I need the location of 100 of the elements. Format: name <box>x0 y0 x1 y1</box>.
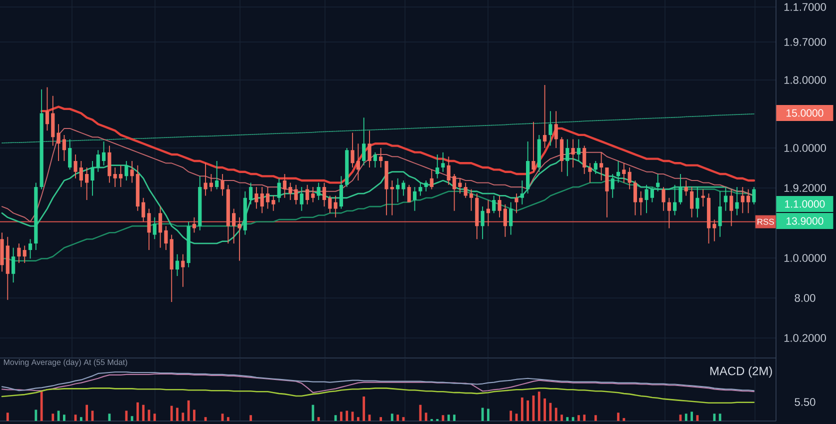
text: 8.00 <box>794 294 816 302</box>
candlestick <box>520 180 524 204</box>
bar <box>402 417 405 421</box>
candlestick <box>384 160 388 216</box>
candlestick <box>12 248 16 282</box>
candlestick <box>181 254 185 287</box>
candlestick <box>186 222 190 268</box>
candlestick <box>345 148 349 188</box>
bar <box>362 396 366 421</box>
chart-subtitle: Moving Average (day) At (55 Mdat) <box>4 359 128 367</box>
candlestick <box>684 180 688 196</box>
candlestick <box>418 182 422 196</box>
bar <box>453 414 456 421</box>
candlestick <box>356 144 360 181</box>
candlestick <box>678 174 682 204</box>
candlestick <box>152 217 156 240</box>
text: 1.0.2000 <box>784 334 826 342</box>
candlestick <box>532 122 536 172</box>
text: 1.8.0000 <box>784 76 826 84</box>
bar <box>510 410 512 421</box>
bar <box>356 417 360 421</box>
candlestick <box>74 154 78 178</box>
bar <box>549 402 552 421</box>
chart-title: MACD (2M) <box>710 366 772 378</box>
bar <box>176 408 178 421</box>
candlestick <box>136 165 140 211</box>
candlestick <box>79 160 83 188</box>
bar <box>136 402 139 421</box>
text: 1.0.0000 <box>784 254 826 262</box>
candlestick <box>718 191 722 237</box>
candlestick <box>282 174 286 198</box>
candlestick <box>124 160 128 181</box>
bar <box>419 404 422 421</box>
candlestick <box>254 187 258 209</box>
candlestick <box>362 118 366 166</box>
candlestick <box>328 196 332 214</box>
candlestick <box>243 191 247 235</box>
candlestick <box>503 204 507 237</box>
bar <box>86 404 88 421</box>
candlestick <box>492 196 496 214</box>
candlestick <box>712 220 716 242</box>
text: 1.1.7000 <box>784 3 826 11</box>
candlestick <box>40 89 44 190</box>
candlestick <box>424 180 428 192</box>
bar <box>396 414 399 421</box>
candlestick <box>622 163 626 183</box>
candlestick <box>390 180 394 216</box>
candlestick <box>130 160 134 183</box>
candlestick <box>566 139 570 176</box>
candlestick <box>407 184 411 202</box>
ref-line-label: RSS <box>758 218 774 225</box>
candlestick <box>571 139 575 168</box>
bar <box>690 412 693 421</box>
candlestick <box>96 150 100 172</box>
candlestick <box>600 152 604 181</box>
candlestick <box>588 163 592 183</box>
candlestick <box>220 174 224 196</box>
bar <box>340 412 342 421</box>
bar <box>182 412 184 421</box>
bar <box>142 404 145 421</box>
candlestick <box>498 196 502 218</box>
candlestick <box>68 139 72 170</box>
bar <box>713 414 716 421</box>
text: 13.9000 <box>786 217 824 225</box>
bar <box>544 398 546 421</box>
bar <box>481 408 484 421</box>
candlestick <box>746 189 750 214</box>
candlestick <box>277 178 281 202</box>
candlestick <box>730 189 734 226</box>
bar <box>622 418 626 421</box>
candlestick <box>554 111 558 148</box>
candlestick <box>452 174 456 211</box>
candlestick <box>594 160 598 174</box>
candlestick <box>164 226 168 250</box>
candlestick <box>441 152 445 172</box>
bar <box>696 415 699 421</box>
candlestick <box>209 174 213 192</box>
candlestick <box>322 182 326 207</box>
candlestick <box>334 196 338 218</box>
candlestick <box>238 217 242 261</box>
bar <box>170 406 173 421</box>
bar <box>617 412 620 421</box>
bar <box>380 417 382 421</box>
candlestick <box>458 178 462 194</box>
candlestick <box>644 184 648 214</box>
candlestick <box>735 187 739 216</box>
bar <box>684 414 688 421</box>
bar <box>390 414 394 421</box>
text: 1.1.0000 <box>785 200 825 208</box>
candlestick <box>311 187 315 202</box>
candlestick <box>701 189 705 207</box>
bar <box>520 397 524 421</box>
bar <box>108 414 111 421</box>
bar <box>447 414 450 421</box>
candlestick <box>373 152 377 168</box>
candlestick <box>350 132 354 168</box>
candlestick <box>147 208 151 250</box>
candlestick <box>272 196 276 211</box>
candlestick <box>368 130 372 168</box>
bar <box>538 392 540 421</box>
